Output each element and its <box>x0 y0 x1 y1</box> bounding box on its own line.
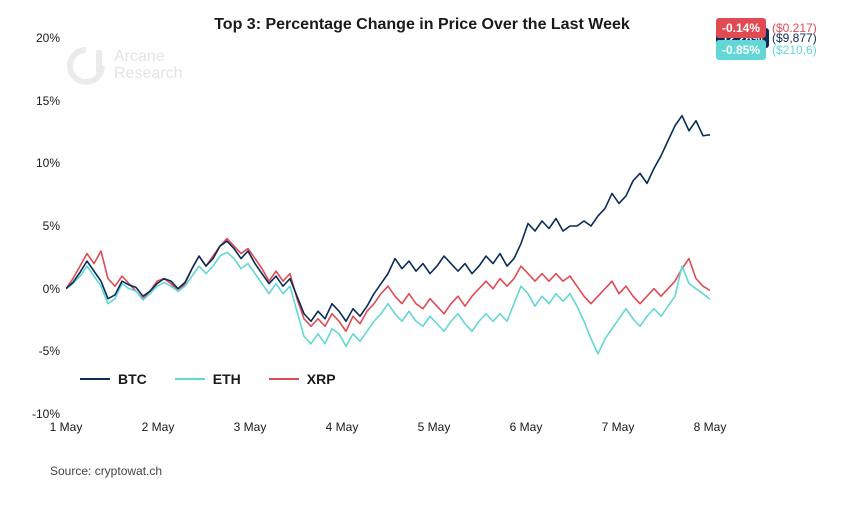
source-text: Source: cryptowat.ch <box>50 464 824 478</box>
series-eth <box>66 252 710 354</box>
legend-item-eth: ETH <box>175 371 241 387</box>
eth-pct-badge: -0.85% <box>716 40 766 60</box>
plot-area: 20% 15% 10% 5% 0% -5% -10% 1 May 2 May 3… <box>66 38 710 414</box>
legend-item-xrp: XRP <box>269 371 336 387</box>
legend-swatch-btc <box>80 378 110 380</box>
line-chart-svg <box>66 38 710 414</box>
ytick-15: 15% <box>36 94 60 108</box>
ytick-10: 10% <box>36 156 60 170</box>
legend-swatch-eth <box>175 378 205 380</box>
legend: BTC ETH XRP <box>80 371 336 387</box>
legend-label-xrp: XRP <box>307 371 336 387</box>
xtick-5: 6 May <box>510 420 543 434</box>
ytick-20: 20% <box>36 31 60 45</box>
xtick-4: 5 May <box>418 420 451 434</box>
xrp-pct-badge: -0.14% <box>716 18 766 38</box>
series-btc <box>66 116 710 322</box>
ytick-0: 0% <box>43 282 60 296</box>
xtick-6: 7 May <box>602 420 635 434</box>
xtick-1: 2 May <box>142 420 175 434</box>
ytick-n10: -10% <box>32 407 60 421</box>
ytick-n5: -5% <box>39 344 60 358</box>
xtick-7: 8 May <box>694 420 727 434</box>
xtick-3: 4 May <box>326 420 359 434</box>
legend-swatch-xrp <box>269 378 299 380</box>
eth-price-label: ($210,6) <box>772 43 817 57</box>
xtick-2: 3 May <box>234 420 267 434</box>
xtick-0: 1 May <box>50 420 83 434</box>
legend-label-btc: BTC <box>118 371 147 387</box>
xrp-price-label: ($0.217) <box>772 21 817 35</box>
series-xrp <box>66 239 710 332</box>
legend-item-btc: BTC <box>80 371 147 387</box>
chart-container: Top 3: Percentage Change in Price Over t… <box>0 0 844 506</box>
legend-label-eth: ETH <box>213 371 241 387</box>
chart-title: Top 3: Percentage Change in Price Over t… <box>20 16 824 34</box>
ytick-5: 5% <box>43 219 60 233</box>
